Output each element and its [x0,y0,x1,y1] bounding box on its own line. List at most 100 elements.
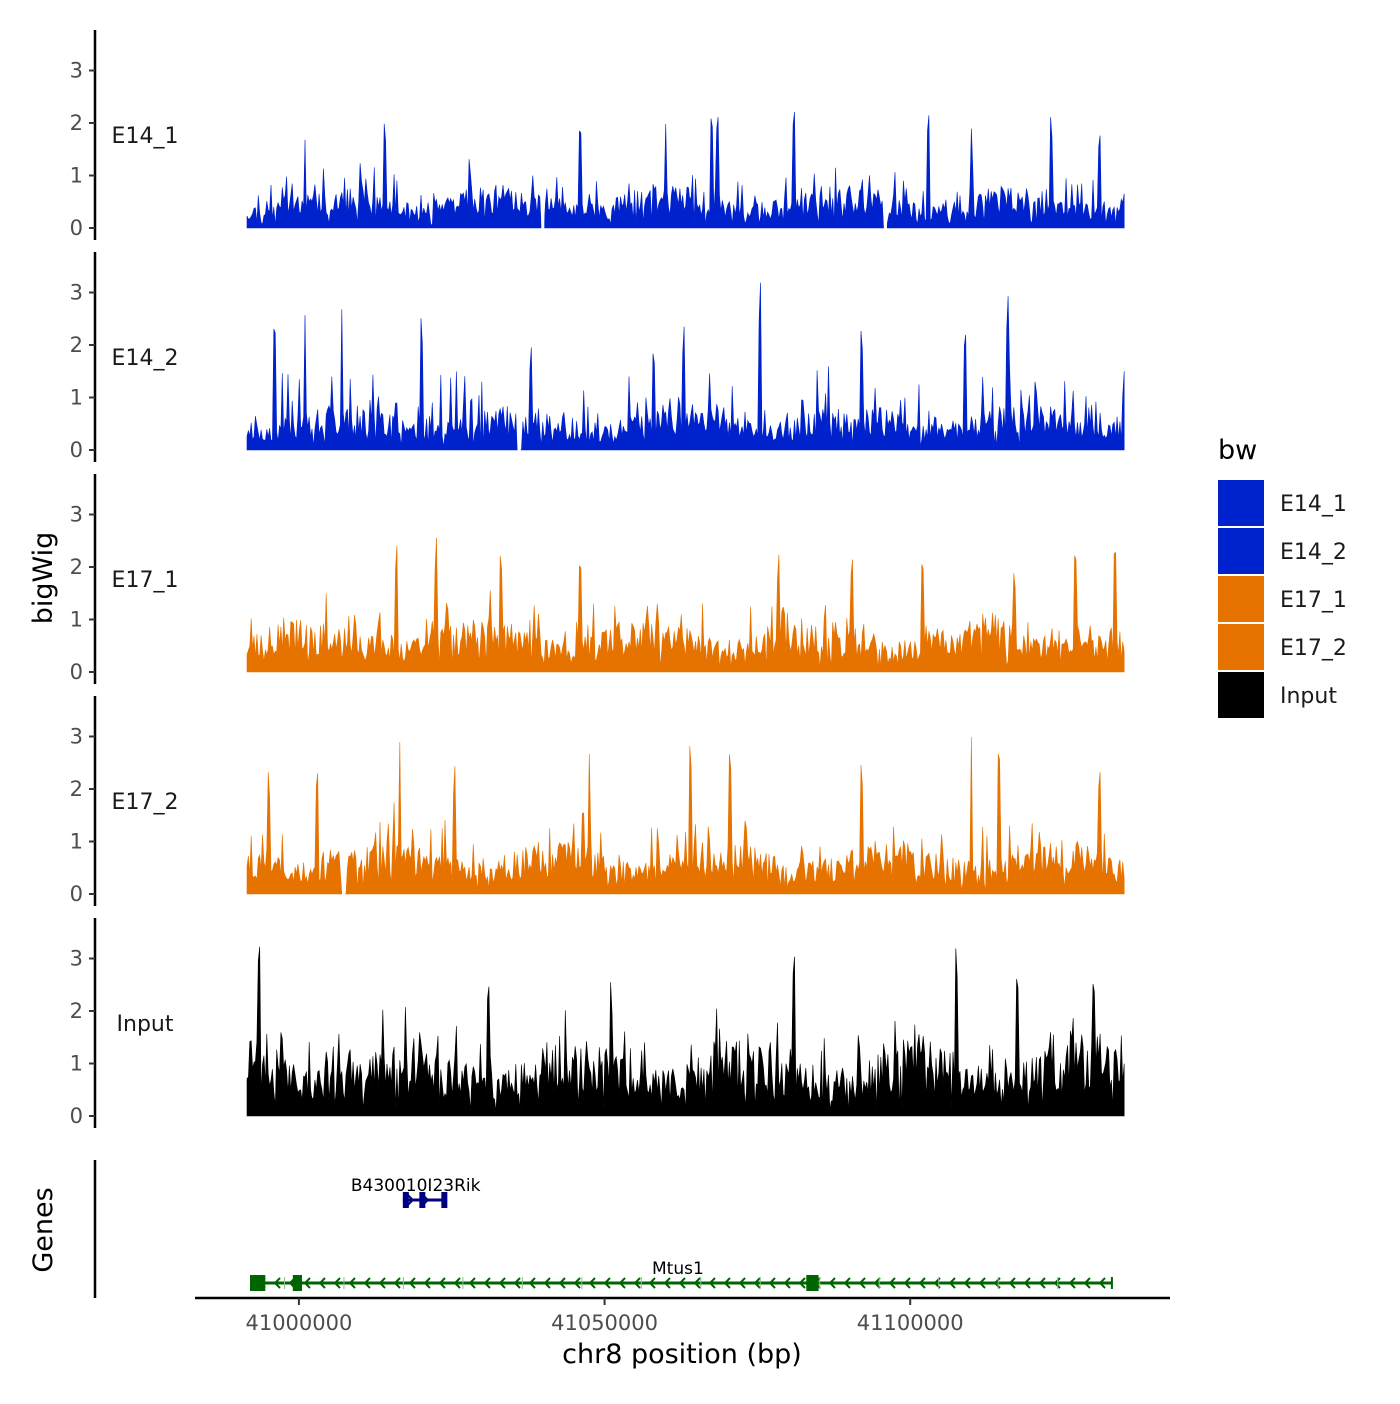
signal-gap [342,696,346,896]
x-tick-label: 41050000 [551,1311,658,1335]
y-tick-label: 1 [70,1052,83,1076]
legend-swatch-E14_2 [1218,528,1264,574]
strand-arrow [483,1277,491,1289]
strand-arrow [1068,1277,1076,1289]
strand-arrow [858,1277,866,1289]
gene-label: Mtus1 [652,1259,704,1279]
strand-arrow [468,1277,476,1289]
strand-arrow [1008,1277,1016,1289]
strand-arrow [303,1277,311,1289]
strand-arrow [753,1277,761,1289]
strand-arrow [333,1277,341,1289]
track-label: E14_1 [112,124,179,149]
legend-title: bw [1218,435,1257,466]
track-label: Input [117,1012,174,1037]
strand-arrow [1098,1277,1106,1289]
signal-gap [541,30,545,230]
legend-swatch-E14_1 [1218,480,1264,526]
strand-arrow [768,1277,776,1289]
strand-arrow [888,1277,896,1289]
y-tick-label: 2 [70,777,83,801]
strand-arrow [1038,1277,1046,1289]
strand-arrow [498,1277,506,1289]
strand-arrow [393,1277,401,1289]
y-tick-label: 2 [70,999,83,1023]
legend-label-Input: Input [1280,684,1337,709]
y-tick-label: 1 [70,830,83,854]
strand-arrow [407,1194,415,1206]
track-E17_2: 0 1 2 3 E17_2 [70,696,1125,906]
signal-area [246,537,1125,673]
track-E14_2: 0 1 2 3 E14_2 [70,252,1125,462]
strand-arrow [363,1277,371,1289]
genes-track-title: Genes [28,1187,59,1272]
signal-area [246,946,1125,1117]
track-Input: 0 1 2 3 Input [70,918,1125,1128]
genes-track: B430010I23Rik Mtus1 [93,1160,1113,1298]
strand-arrow [603,1277,611,1289]
strand-arrow [663,1277,671,1289]
strand-arrow [558,1277,566,1289]
strand-arrow [633,1277,641,1289]
strand-arrow [648,1277,656,1289]
y-axis-title: bigWig [28,532,59,625]
strand-arrow [438,1277,446,1289]
strand-arrow [543,1277,551,1289]
track-E17_1: 0 1 2 3 E17_1 [70,474,1125,684]
strand-arrow [1053,1277,1061,1289]
gene-label: B430010I23Rik [351,1176,481,1196]
y-tick-label: 2 [70,333,83,357]
gene-Mtus1: Mtus1 [250,1259,1113,1291]
y-tick-label: 3 [70,59,83,83]
y-tick-label: 2 [70,555,83,579]
y-tick-label: 3 [70,503,83,527]
legend-label-E14_1: E14_1 [1280,492,1347,517]
bigwig-tracks: 0 1 2 3 E14_1 0 1 2 3 E14_2 0 1 2 3 E17_1 0 1 2 3 E17_2 0 1 2 3… [70,30,1125,1128]
signal-area [246,282,1125,451]
y-tick-label: 0 [70,216,83,240]
strand-arrow [873,1277,881,1289]
track-label: E17_1 [112,568,179,593]
x-tick-label: 41100000 [857,1311,964,1335]
legend-label-E17_1: E17_1 [1280,588,1347,613]
y-tick-label: 3 [70,725,83,749]
strand-arrow [828,1277,836,1289]
y-tick-label: 3 [70,281,83,305]
y-tick-label: 1 [70,164,83,188]
y-tick-label: 0 [70,660,83,684]
strand-arrow [798,1277,806,1289]
track-E14_1: 0 1 2 3 E14_1 [70,30,1125,240]
strand-arrow [963,1277,971,1289]
strand-arrow [978,1277,986,1289]
legend: bw E14_1 E14_2 E17_1 E17_2 Input [1218,435,1347,718]
signal-gap [883,30,887,230]
strand-arrow [678,1277,686,1289]
strand-arrow [423,1277,431,1289]
y-tick-label: 3 [70,947,83,971]
strand-arrow [948,1277,956,1289]
signal-area [246,111,1125,229]
strand-arrow [903,1277,911,1289]
gene-exon [419,1192,426,1208]
strand-arrow [783,1277,791,1289]
strand-arrow [918,1277,926,1289]
strand-arrow [378,1277,386,1289]
strand-arrow [843,1277,851,1289]
strand-arrow [273,1277,281,1289]
y-tick-label: 1 [70,608,83,632]
strand-arrow [573,1277,581,1289]
strand-arrow [318,1277,326,1289]
gene-exon [292,1275,302,1291]
strand-arrow [408,1277,416,1289]
strand-arrow [513,1277,521,1289]
strand-arrow [618,1277,626,1289]
x-tick-label: 41000000 [245,1311,352,1335]
strand-arrow [1023,1277,1031,1289]
track-label: E14_2 [112,346,179,371]
legend-swatch-E17_2 [1218,624,1264,670]
y-tick-label: 0 [70,882,83,906]
strand-arrow [588,1277,596,1289]
strand-arrow [708,1277,716,1289]
y-tick-label: 0 [70,1104,83,1128]
